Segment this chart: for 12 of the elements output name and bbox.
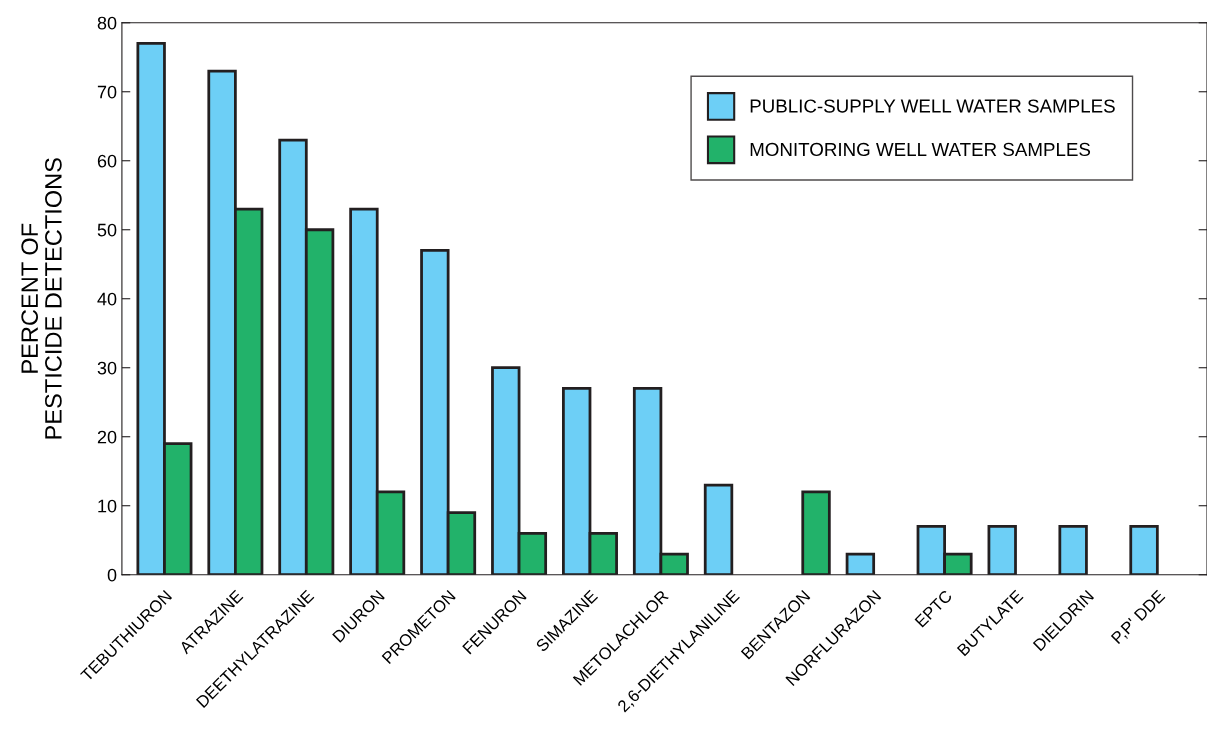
legend-label: MONITORING WELL WATER SAMPLES: [750, 142, 1091, 157]
y-tick-label: 10: [98, 499, 117, 513]
y-axis-title: PERCENT OF PESTICIDE DETECTIONS: [21, 158, 62, 439]
y-tick-label: 40: [97, 292, 117, 306]
y-tick-label: 60: [97, 154, 117, 168]
y-tick-label: 50: [97, 223, 117, 237]
legend-label: PUBLIC-SUPPLY WELL WATER SAMPLES: [750, 99, 1115, 113]
y-tick-label: 80: [97, 16, 117, 30]
y-tick-label: 70: [97, 85, 117, 99]
y-tick-label: 20: [97, 430, 117, 444]
y-tick-label: 0: [107, 568, 117, 582]
y-tick-label: 30: [97, 361, 117, 375]
